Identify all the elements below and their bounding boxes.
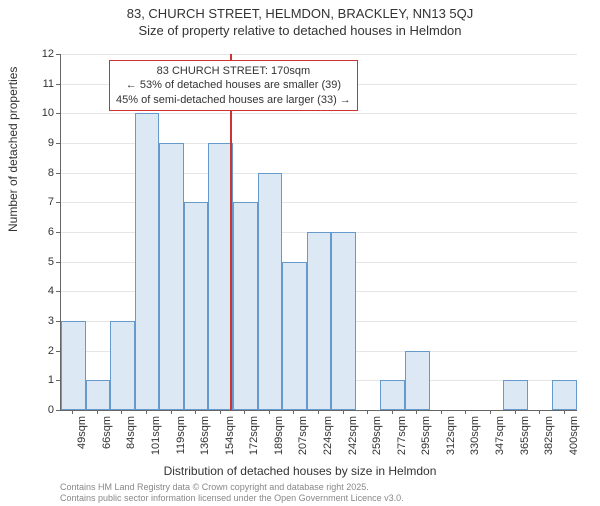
chart-container: 83, CHURCH STREET, HELMDON, BRACKLEY, NN…: [0, 6, 600, 506]
gridline: [61, 54, 577, 55]
y-tick-label: 0: [24, 404, 54, 416]
histogram-bar: [61, 321, 86, 410]
x-tick-mark: [293, 410, 294, 414]
x-tick-label: 330sqm: [469, 416, 481, 455]
x-tick-label: 84sqm: [125, 416, 137, 449]
y-tick-label: 12: [24, 48, 54, 60]
x-tick-mark: [416, 410, 417, 414]
x-tick-mark: [121, 410, 122, 414]
x-tick-label: 382sqm: [543, 416, 555, 455]
y-tick-label: 3: [24, 315, 54, 327]
histogram-bar: [258, 173, 283, 410]
x-tick-label: 400sqm: [568, 416, 580, 455]
x-tick-label: 189sqm: [273, 416, 285, 455]
y-tick-mark: [56, 113, 60, 114]
footer-line1: Contains HM Land Registry data © Crown c…: [60, 482, 404, 493]
chart-title-line1: 83, CHURCH STREET, HELMDON, BRACKLEY, NN…: [0, 6, 600, 21]
footer-line2: Contains public sector information licen…: [60, 493, 404, 504]
x-tick-mark: [244, 410, 245, 414]
x-tick-label: 101sqm: [150, 416, 162, 455]
x-axis-title: Distribution of detached houses by size …: [0, 464, 600, 478]
histogram-bar: [135, 113, 160, 410]
y-tick-mark: [56, 143, 60, 144]
x-tick-label: 66sqm: [101, 416, 113, 449]
x-tick-label: 295sqm: [420, 416, 432, 455]
x-tick-label: 49sqm: [76, 416, 88, 449]
y-tick-label: 4: [24, 285, 54, 297]
x-tick-label: 365sqm: [519, 416, 531, 455]
x-tick-mark: [539, 410, 540, 414]
y-tick-mark: [56, 380, 60, 381]
annotation-line: ← 53% of detached houses are smaller (39…: [116, 78, 351, 92]
histogram-bar: [159, 143, 184, 410]
x-tick-label: 207sqm: [297, 416, 309, 455]
x-tick-label: 154sqm: [224, 416, 236, 455]
y-tick-mark: [56, 410, 60, 411]
y-tick-label: 10: [24, 107, 54, 119]
chart-title-line2: Size of property relative to detached ho…: [0, 23, 600, 38]
y-tick-mark: [56, 232, 60, 233]
annotation-line: 83 CHURCH STREET: 170sqm: [116, 64, 351, 78]
histogram-bar: [405, 351, 430, 410]
y-tick-mark: [56, 351, 60, 352]
plot-area: 83 CHURCH STREET: 170sqm← 53% of detache…: [60, 54, 577, 411]
y-tick-label: 2: [24, 345, 54, 357]
y-tick-mark: [56, 202, 60, 203]
histogram-bar: [331, 232, 356, 410]
histogram-bar: [552, 380, 577, 410]
histogram-bar: [86, 380, 111, 410]
y-tick-label: 9: [24, 137, 54, 149]
x-tick-mark: [269, 410, 270, 414]
y-tick-mark: [56, 84, 60, 85]
x-tick-label: 136sqm: [199, 416, 211, 455]
y-tick-label: 8: [24, 167, 54, 179]
x-tick-mark: [441, 410, 442, 414]
annotation-box: 83 CHURCH STREET: 170sqm← 53% of detache…: [109, 60, 358, 111]
y-axis-title: Number of detached properties: [6, 67, 20, 232]
x-tick-mark: [195, 410, 196, 414]
histogram-bar: [307, 232, 332, 410]
x-tick-mark: [515, 410, 516, 414]
y-tick-label: 11: [24, 78, 54, 90]
x-tick-mark: [318, 410, 319, 414]
annotation-line: 45% of semi-detached houses are larger (…: [116, 93, 351, 107]
x-tick-mark: [367, 410, 368, 414]
histogram-bar: [380, 380, 405, 410]
y-tick-mark: [56, 173, 60, 174]
y-tick-label: 1: [24, 374, 54, 386]
x-tick-label: 119sqm: [175, 416, 187, 454]
x-tick-mark: [146, 410, 147, 414]
y-tick-mark: [56, 291, 60, 292]
histogram-bar: [110, 321, 135, 410]
chart-footer: Contains HM Land Registry data © Crown c…: [60, 482, 404, 504]
y-tick-mark: [56, 54, 60, 55]
x-tick-mark: [97, 410, 98, 414]
x-tick-mark: [171, 410, 172, 414]
x-tick-label: 242sqm: [347, 416, 359, 455]
x-tick-mark: [564, 410, 565, 414]
x-tick-mark: [220, 410, 221, 414]
y-tick-label: 6: [24, 226, 54, 238]
y-tick-label: 7: [24, 196, 54, 208]
x-tick-mark: [72, 410, 73, 414]
histogram-bar: [233, 202, 258, 410]
histogram-bar: [184, 202, 209, 410]
x-tick-label: 259sqm: [371, 416, 383, 455]
histogram-bar: [208, 143, 233, 410]
x-tick-label: 347sqm: [494, 416, 506, 455]
x-tick-label: 172sqm: [248, 416, 260, 455]
histogram-bar: [282, 262, 307, 410]
y-tick-mark: [56, 262, 60, 263]
y-tick-label: 5: [24, 256, 54, 268]
x-tick-mark: [465, 410, 466, 414]
x-tick-mark: [343, 410, 344, 414]
x-tick-mark: [392, 410, 393, 414]
x-tick-mark: [490, 410, 491, 414]
x-tick-label: 312sqm: [445, 416, 457, 455]
x-tick-label: 277sqm: [396, 416, 408, 455]
histogram-bar: [503, 380, 528, 410]
x-tick-label: 224sqm: [322, 416, 334, 455]
y-tick-mark: [56, 321, 60, 322]
